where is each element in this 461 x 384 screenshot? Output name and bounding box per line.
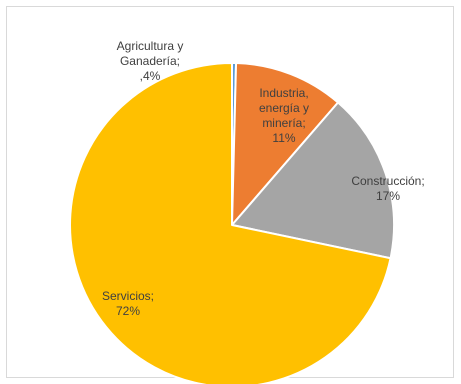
pie-labels: Agricultura y Ganadería; ,4% Industria, ener…: [102, 39, 425, 318]
data-label-line: energía y: [259, 101, 309, 115]
data-label-servicios: Servicios; 72%: [102, 289, 154, 318]
data-label-line: Servicios;: [102, 289, 154, 303]
data-label-line: 17%: [376, 189, 400, 203]
data-label-line: 11%: [272, 131, 295, 145]
data-label-construccion: Construcción; 17%: [351, 174, 424, 203]
pie-slices: [69, 61, 395, 384]
pie-slice-industria: [231, 62, 340, 226]
data-label-line: Industria,: [259, 86, 308, 100]
data-label-line: Agricultura y: [117, 39, 184, 53]
data-label-line: Ganadería;: [120, 54, 180, 68]
data-label-agricultura: Agricultura y Ganadería; ,4%: [117, 39, 184, 83]
data-label-line: ,4%: [140, 69, 161, 83]
data-label-line: 72%: [116, 304, 140, 318]
data-label-line: minería;: [262, 116, 305, 130]
data-label-line: Construcción;: [351, 174, 424, 188]
data-label-industria: Industria, energía y minería; 11%: [259, 86, 309, 145]
pie-slice-servicios: [69, 62, 392, 384]
pie-slice-construccion: [231, 101, 395, 260]
